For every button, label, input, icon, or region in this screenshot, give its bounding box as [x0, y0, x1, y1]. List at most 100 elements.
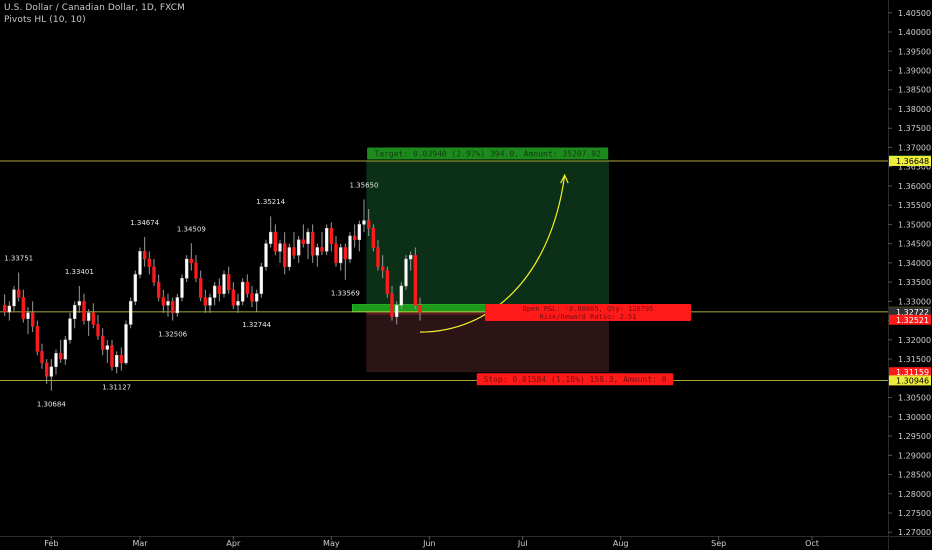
- candle: [357, 220, 362, 252]
- forecast-arrowhead: [560, 173, 569, 184]
- candle-body-down: [203, 297, 208, 306]
- candle-body-up: [338, 247, 343, 264]
- candle-body-down: [147, 258, 152, 267]
- price-tick-label: 1.38500: [898, 86, 931, 95]
- candle-body-down: [189, 258, 194, 264]
- candle-body-down: [21, 297, 26, 319]
- pivot-label: 1.34509: [177, 225, 206, 233]
- candle-body-up: [208, 297, 212, 306]
- candle-body-up: [77, 301, 82, 306]
- price-axis[interactable]: 1.27000 1.27500 1.28000 1.28500 1.29000 1.295…: [888, 9, 931, 537]
- candle-body-down: [142, 251, 147, 260]
- position-labels: Target: 0.03940 (2.97%) 394.0, Amount: 3…: [367, 147, 691, 386]
- candle-body-up: [180, 278, 184, 298]
- candle-body-up: [184, 258, 189, 279]
- candle: [40, 343, 44, 369]
- candle-body-down: [292, 247, 296, 256]
- candle: [128, 297, 133, 329]
- candle: [208, 293, 212, 313]
- candle-body-down: [301, 239, 306, 244]
- candle-body-down: [2, 304, 7, 313]
- candle-body-up: [54, 353, 58, 368]
- candle: [166, 293, 170, 317]
- candle-body-down: [44, 362, 49, 377]
- price-badge: [889, 314, 931, 325]
- candle: [250, 285, 254, 308]
- candle: [44, 359, 49, 385]
- candle: [147, 251, 152, 275]
- candle: [138, 247, 142, 279]
- time-tick-label: Jul: [517, 539, 528, 548]
- candle-body-up: [394, 304, 399, 317]
- candle-body-up: [404, 258, 408, 287]
- candle-body-up: [268, 231, 273, 244]
- candle-body-up: [362, 220, 366, 225]
- stop-zone[interactable]: [366, 311, 609, 373]
- candle: [170, 297, 175, 321]
- candle-body-down: [352, 235, 357, 241]
- candle: [142, 237, 147, 267]
- candle: [12, 285, 16, 311]
- risk-reward-zones[interactable]: [352, 160, 609, 373]
- candle-body-up: [26, 312, 30, 319]
- candle-body-up: [240, 281, 245, 302]
- candle: [184, 255, 189, 283]
- time-tick-label: Oct: [805, 539, 819, 548]
- forecast-curve[interactable]: [419, 173, 569, 333]
- candle-body-down: [418, 304, 422, 313]
- pivot-label: 1.33401: [65, 268, 94, 276]
- candle: [100, 328, 105, 356]
- candle: [329, 222, 334, 252]
- candle: [292, 232, 296, 260]
- forecast-curve-line[interactable]: [419, 175, 566, 333]
- price-badge-label: 1.36648: [896, 157, 929, 166]
- time-axis[interactable]: Feb Mar Apr May Jun Jul Aug Sep Oct: [44, 536, 819, 548]
- open-pnl-box: [485, 304, 691, 321]
- candle-body-up: [86, 312, 91, 321]
- candle-body-down: [152, 266, 156, 283]
- candle: [413, 247, 418, 310]
- candle: [390, 285, 394, 321]
- candle: [240, 278, 245, 306]
- candle-body-down: [82, 301, 86, 321]
- candle: [226, 266, 231, 294]
- horizontal-lines[interactable]: [0, 160, 888, 381]
- price-tick-label: 1.29500: [898, 432, 931, 441]
- candle: [334, 235, 338, 267]
- price-tick-label: 1.28000: [898, 490, 931, 499]
- candle: [175, 293, 180, 317]
- candle: [222, 270, 226, 298]
- candle: [156, 274, 161, 302]
- price-tick-label: 1.37000: [898, 143, 931, 152]
- candle: [77, 285, 82, 313]
- target-zone[interactable]: [366, 160, 609, 312]
- pivot-label: 1.33569: [331, 289, 360, 297]
- candle-body-up: [408, 254, 413, 260]
- candle-body-down: [110, 345, 114, 368]
- candle-body-up: [105, 345, 110, 350]
- candle: [203, 289, 208, 313]
- price-tick-label: 1.34500: [898, 240, 931, 249]
- candle-body-up: [306, 231, 310, 244]
- price-tick-label: 1.27500: [898, 509, 931, 518]
- candle: [231, 282, 236, 310]
- candlestick-series: [2, 199, 422, 391]
- candle: [404, 255, 408, 290]
- candle: [96, 314, 100, 340]
- candle: [282, 232, 287, 275]
- candle-body-up: [49, 366, 54, 377]
- candle-body-down: [334, 243, 338, 264]
- candle: [264, 239, 268, 271]
- time-tick-label: Feb: [44, 539, 58, 548]
- candle: [49, 359, 54, 391]
- candle-body-down: [119, 354, 124, 364]
- pivot-label: 1.32744: [242, 321, 271, 329]
- time-tick-label: Sep: [711, 539, 726, 548]
- candle: [194, 255, 198, 283]
- candle: [82, 293, 86, 325]
- candle-body-down: [91, 312, 96, 325]
- candle-body-down: [310, 231, 315, 256]
- candle: [86, 309, 91, 336]
- pivot-labels: 1.33751 1.30684 1.33401 1.31127 1.34674 1.325…: [4, 181, 378, 408]
